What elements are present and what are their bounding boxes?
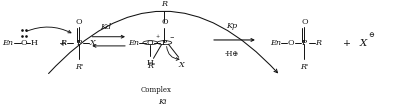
Text: +: + <box>342 39 350 48</box>
Text: R: R <box>314 39 320 47</box>
Text: R': R' <box>300 63 308 71</box>
Text: En: En <box>128 39 139 47</box>
Text: −: − <box>169 34 174 39</box>
Text: X: X <box>90 39 95 47</box>
Text: En: En <box>2 39 13 47</box>
Text: Ki: Ki <box>158 98 166 106</box>
Text: Kp: Kp <box>225 22 237 30</box>
Text: -H⊕: -H⊕ <box>224 50 238 58</box>
Text: H: H <box>30 39 37 47</box>
Text: P: P <box>162 39 166 47</box>
Text: +: + <box>155 34 159 39</box>
Text: O: O <box>161 18 167 26</box>
Text: O: O <box>301 18 307 26</box>
Text: R': R' <box>75 63 83 71</box>
Text: R': R' <box>147 62 155 70</box>
Text: R: R <box>60 39 66 47</box>
Text: En: En <box>269 39 280 47</box>
Text: O: O <box>76 18 82 26</box>
Text: X: X <box>359 39 366 48</box>
Text: P: P <box>301 39 306 47</box>
Text: X: X <box>179 61 184 69</box>
Text: ⊖: ⊖ <box>368 31 373 39</box>
Text: O: O <box>21 39 27 47</box>
Text: R: R <box>161 0 167 8</box>
Text: Kd: Kd <box>100 23 111 31</box>
Text: O: O <box>147 39 153 47</box>
Text: Complex: Complex <box>141 86 171 94</box>
Text: +: + <box>59 39 67 48</box>
Text: H: H <box>147 59 153 67</box>
Text: P: P <box>77 39 81 47</box>
Text: O: O <box>287 39 294 47</box>
